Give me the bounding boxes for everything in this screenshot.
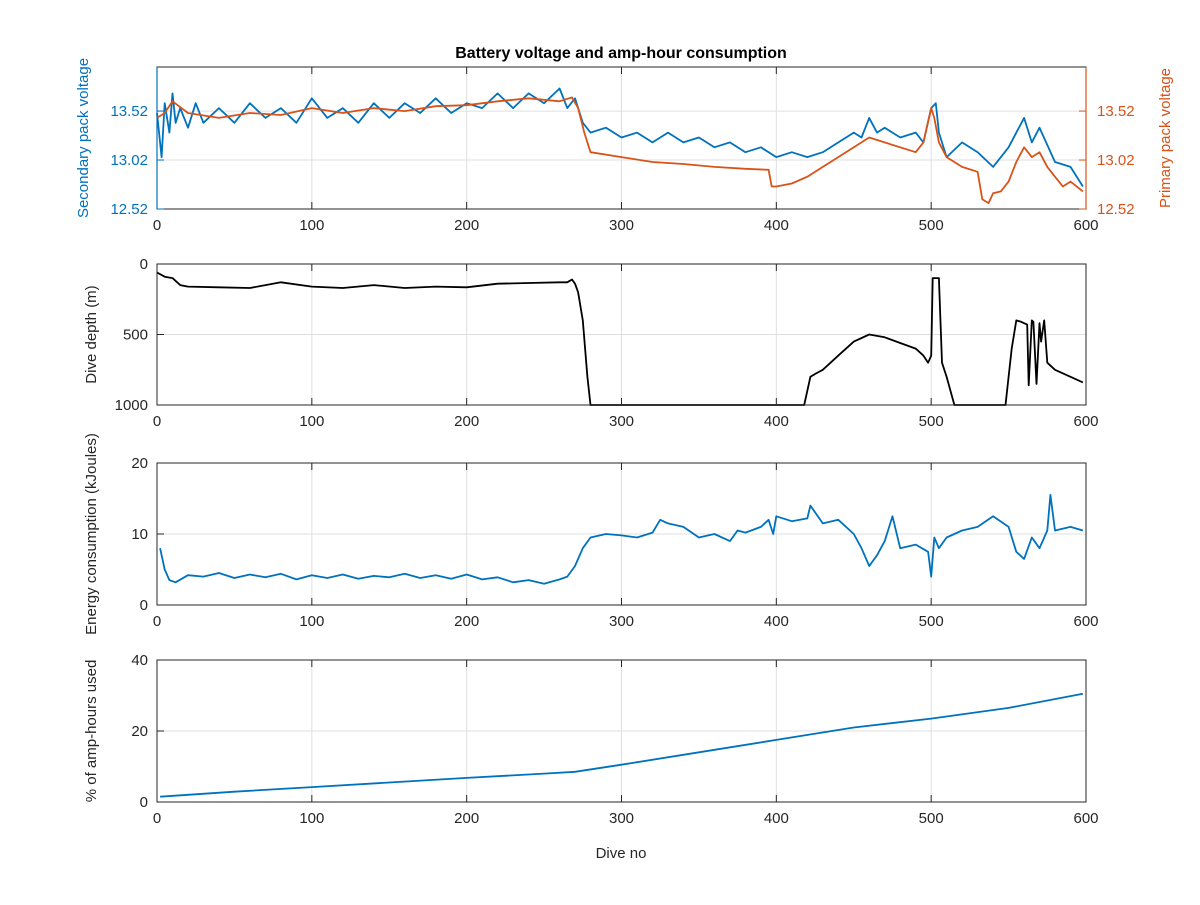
x-tick-label: 300	[609, 613, 634, 630]
chart-title: Battery voltage and amp-hour consumption	[455, 45, 787, 62]
x-tick-label: 500	[919, 613, 944, 630]
x-tick-label: 200	[454, 810, 479, 827]
y-tick-label: 20	[131, 723, 148, 740]
y-tick-label: 10	[131, 526, 148, 543]
x-tick-label: 100	[299, 413, 324, 430]
series-line-voltage-1	[156, 96, 1084, 205]
x-tick-label: 300	[609, 810, 634, 827]
panel-voltage: 0 100 200 300 400 500 60012.5213.0213.5212.521…	[75, 58, 1174, 234]
x-tick-label: 500	[919, 810, 944, 827]
x-axis-label: Dive no	[596, 845, 647, 862]
y-tick-label: 12.52	[110, 201, 148, 218]
x-tick-label: 400	[764, 810, 789, 827]
x-tick-label: 200	[454, 613, 479, 630]
panels: 0 100 200 300 400 500 60012.5213.0213.5212.521…	[75, 58, 1174, 827]
x-tick-label: 100	[299, 613, 324, 630]
x-tick-label: 200	[454, 413, 479, 430]
y-tick-label: 500	[123, 327, 148, 344]
x-tick-label: 500	[919, 217, 944, 234]
x-tick-label: 100	[299, 217, 324, 234]
y-tick-label: 13.52	[110, 103, 148, 120]
y-tick-label-right: 13.02	[1097, 152, 1135, 169]
y-tick-label: 13.02	[110, 152, 148, 169]
y-axis-label: Energy consumption (kJoules)	[83, 433, 100, 635]
x-tick-label: 500	[919, 413, 944, 430]
y-tick-label: 40	[131, 652, 148, 669]
x-tick-label: 600	[1073, 217, 1098, 234]
series-line-voltage-0	[156, 87, 1084, 187]
y-axis-label: % of amp-hours used	[83, 660, 100, 803]
x-tick-label: 0	[153, 217, 161, 234]
x-tick-label: 100	[299, 810, 324, 827]
panel-amphours: 0 100 200 300 400 500 600 0 20 40 % of amp-hours u…	[83, 652, 1099, 827]
x-tick-label: 400	[764, 413, 789, 430]
panel-energy: 0 100 200 300 400 500 600 0 10 20 Energy consumpti…	[83, 433, 1099, 635]
y-tick-label: 1000	[115, 397, 148, 414]
y-axis-label: Dive depth (m)	[83, 285, 100, 383]
x-tick-label: 400	[764, 217, 789, 234]
x-tick-label: 200	[454, 217, 479, 234]
y-tick-label-right: 13.52	[1097, 103, 1135, 120]
x-tick-label: 300	[609, 217, 634, 234]
series-line-depth-0	[156, 271, 1084, 406]
y-axis-label: Secondary pack voltage	[75, 58, 92, 218]
y-tick-label-right: 12.52	[1097, 201, 1135, 218]
y-tick-label: 0	[140, 597, 148, 614]
x-tick-label: 600	[1073, 810, 1098, 827]
x-tick-label: 300	[609, 413, 634, 430]
y-tick-label: 0	[140, 256, 148, 273]
x-tick-label: 600	[1073, 613, 1098, 630]
x-tick-label: 0	[153, 413, 161, 430]
panel-depth: 0 100 200 300 400 500 600 0 500 1000 Dive depth (m…	[83, 256, 1099, 430]
x-tick-label: 600	[1073, 413, 1098, 430]
x-tick-label: 400	[764, 613, 789, 630]
y-tick-label: 0	[140, 794, 148, 811]
y-axis-label-right: Primary pack voltage	[1157, 68, 1174, 208]
y-tick-label: 20	[131, 455, 148, 472]
x-tick-label: 0	[153, 613, 161, 630]
series-line-energy-0	[159, 493, 1084, 585]
series-line-amphours-0	[160, 692, 1084, 798]
x-tick-label: 0	[153, 810, 161, 827]
